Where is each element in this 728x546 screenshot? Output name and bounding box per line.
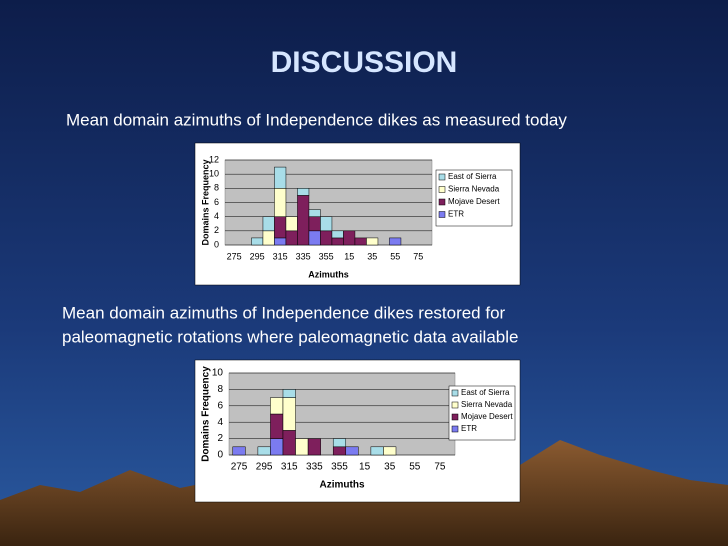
x-tick-label: 315	[281, 462, 298, 473]
bar-segment	[285, 216, 298, 232]
legend-swatch	[438, 211, 446, 218]
x-axis-label: Azimuths	[320, 480, 365, 491]
bar-segment	[295, 438, 309, 456]
bar-segment	[282, 397, 296, 431]
y-tick-label: 4	[214, 211, 219, 221]
y-tick-label: 0	[214, 239, 219, 249]
legend-label: Sierra Nevada	[461, 400, 513, 409]
x-tick-label: 55	[390, 251, 400, 261]
bar-segment	[232, 446, 246, 456]
bar-segment	[270, 397, 284, 415]
bar-segment	[370, 446, 384, 456]
x-tick-label: 15	[359, 462, 371, 473]
bar-segment	[282, 430, 296, 456]
y-tick-label: 10	[209, 169, 219, 179]
legend-swatch	[451, 413, 459, 421]
x-tick-label: 55	[409, 462, 421, 473]
x-tick-label: 275	[227, 251, 242, 261]
bar-segment	[308, 209, 321, 217]
caption: Mean domain azimuths of Independence dik…	[62, 303, 506, 322]
bar-segment	[320, 230, 333, 246]
legend-label: ETR	[448, 210, 464, 219]
y-tick-label: 6	[214, 197, 219, 207]
y-tick-label: 4	[217, 417, 223, 428]
legend-label: Mojave Desert	[461, 412, 513, 421]
bar-segment	[307, 438, 321, 456]
x-axis-label: Azimuths	[308, 269, 349, 279]
x-tick-label: 355	[331, 462, 348, 473]
x-tick-label: 35	[367, 251, 377, 261]
legend-swatch	[438, 198, 446, 206]
x-tick-label: 295	[256, 462, 273, 473]
y-axis-label: Domains Frequency	[200, 159, 210, 245]
bar-segment	[274, 166, 287, 189]
x-tick-label: 355	[319, 251, 334, 261]
legend-swatch	[451, 401, 459, 409]
x-tick-label: 315	[273, 251, 288, 261]
x-tick-label: 335	[306, 462, 323, 473]
legend-swatch	[451, 389, 459, 397]
bar-segment	[274, 237, 287, 246]
legend-box	[435, 169, 513, 227]
bar-segment	[383, 446, 397, 456]
bar-segment	[354, 237, 367, 246]
y-tick-label: 2	[214, 225, 219, 235]
bar-segment	[274, 188, 287, 217]
bar-segment	[270, 413, 284, 439]
bar-segment	[332, 446, 347, 456]
bar-segment	[308, 216, 321, 232]
bar-segment	[251, 237, 264, 246]
y-tick-label: 10	[212, 368, 224, 379]
x-tick-label: 15	[344, 251, 354, 261]
bar-segment	[262, 230, 275, 246]
y-tick-label: 6	[217, 400, 223, 411]
x-tick-label: 275	[231, 462, 248, 473]
bar-segment	[331, 230, 344, 239]
x-tick-label: 75	[413, 251, 423, 261]
legend-label: East of Sierra	[461, 388, 510, 397]
bar-segment	[297, 195, 310, 246]
caption: paleomagnetic rotations where paleomagne…	[62, 327, 518, 346]
bar-segment	[389, 237, 402, 246]
legend-label: Sierra Nevada	[448, 185, 500, 194]
bar-segment	[345, 446, 359, 456]
bar-segment	[332, 438, 347, 448]
y-tick-label: 8	[217, 384, 223, 395]
legend-swatch	[438, 173, 446, 181]
legend-label: ETR	[461, 424, 477, 433]
bar-segment	[308, 230, 321, 246]
y-tick-label: 0	[217, 450, 223, 461]
bar-segment	[343, 230, 356, 246]
bar-segment	[320, 216, 333, 232]
bar-segment	[331, 237, 344, 246]
bar-segment	[262, 216, 275, 232]
bar-segment	[270, 438, 284, 456]
bar-segment	[297, 188, 310, 196]
caption: Mean domain azimuths of Independence dik…	[66, 110, 567, 129]
legend-label: East of Sierra	[448, 172, 497, 181]
bar-segment	[282, 389, 296, 398]
y-tick-label: 2	[217, 433, 223, 444]
x-tick-label: 295	[250, 251, 265, 261]
x-tick-label: 75	[434, 462, 446, 473]
y-tick-label: 12	[209, 154, 219, 164]
legend-swatch	[451, 425, 459, 433]
legend-label: Mojave Desert	[448, 197, 500, 206]
x-tick-label: 335	[296, 251, 311, 261]
slide-title: DISCUSSION	[271, 46, 458, 79]
bar-segment	[285, 230, 298, 246]
legend-box	[448, 385, 516, 441]
bar-segment	[257, 446, 271, 456]
y-tick-label: 8	[214, 183, 219, 193]
x-tick-label: 35	[384, 462, 396, 473]
y-axis-label: Domains Frequency	[201, 366, 212, 462]
bar-segment	[274, 216, 287, 239]
bar-segment	[366, 237, 379, 246]
legend-swatch	[438, 186, 446, 193]
